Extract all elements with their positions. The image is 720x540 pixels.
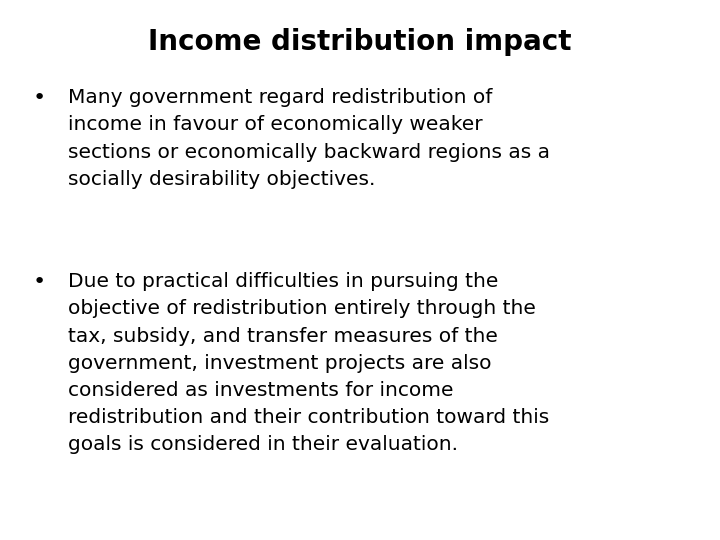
Text: •: • bbox=[32, 272, 45, 292]
Text: Due to practical difficulties in pursuing the
objective of redistribution entire: Due to practical difficulties in pursuin… bbox=[68, 272, 549, 455]
Text: Many government regard redistribution of
income in favour of economically weaker: Many government regard redistribution of… bbox=[68, 88, 550, 189]
Text: •: • bbox=[32, 88, 45, 108]
Text: Income distribution impact: Income distribution impact bbox=[148, 28, 572, 56]
